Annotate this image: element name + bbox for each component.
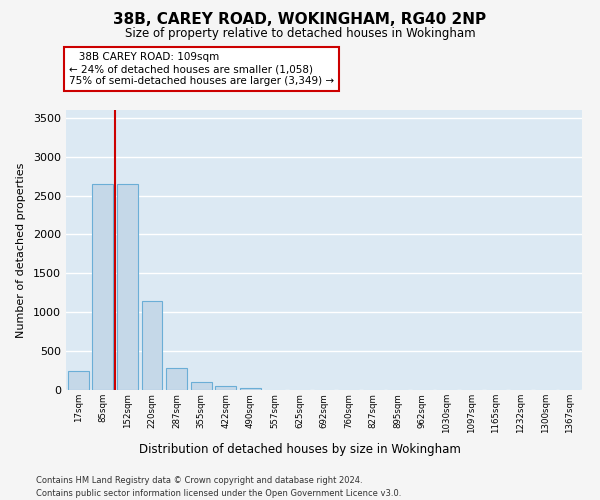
- Text: 38B CAREY ROAD: 109sqm   
← 24% of detached houses are smaller (1,058)
75% of se: 38B CAREY ROAD: 109sqm ← 24% of detached…: [69, 52, 334, 86]
- Text: Size of property relative to detached houses in Wokingham: Size of property relative to detached ho…: [125, 28, 475, 40]
- Bar: [92, 184, 113, 390]
- Bar: [166, 368, 187, 390]
- Bar: [142, 300, 163, 390]
- Y-axis label: Number of detached properties: Number of detached properties: [16, 162, 26, 338]
- Text: 38B, CAREY ROAD, WOKINGHAM, RG40 2NP: 38B, CAREY ROAD, WOKINGHAM, RG40 2NP: [113, 12, 487, 28]
- Bar: [117, 184, 138, 390]
- Bar: [68, 370, 89, 390]
- Text: Contains HM Land Registry data © Crown copyright and database right 2024.: Contains HM Land Registry data © Crown c…: [36, 476, 362, 485]
- Bar: [191, 382, 212, 390]
- Text: Distribution of detached houses by size in Wokingham: Distribution of detached houses by size …: [139, 442, 461, 456]
- Text: Contains public sector information licensed under the Open Government Licence v3: Contains public sector information licen…: [36, 489, 401, 498]
- Bar: [215, 386, 236, 390]
- Bar: [240, 388, 261, 390]
